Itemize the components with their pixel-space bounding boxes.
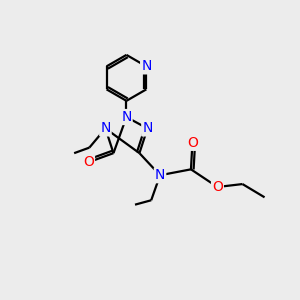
Text: N: N	[100, 122, 111, 136]
Text: O: O	[212, 180, 223, 194]
Text: O: O	[187, 136, 198, 150]
Text: N: N	[121, 110, 132, 124]
Text: N: N	[142, 122, 153, 136]
Text: O: O	[83, 155, 94, 169]
Text: N: N	[155, 168, 165, 182]
Text: N: N	[141, 59, 152, 74]
